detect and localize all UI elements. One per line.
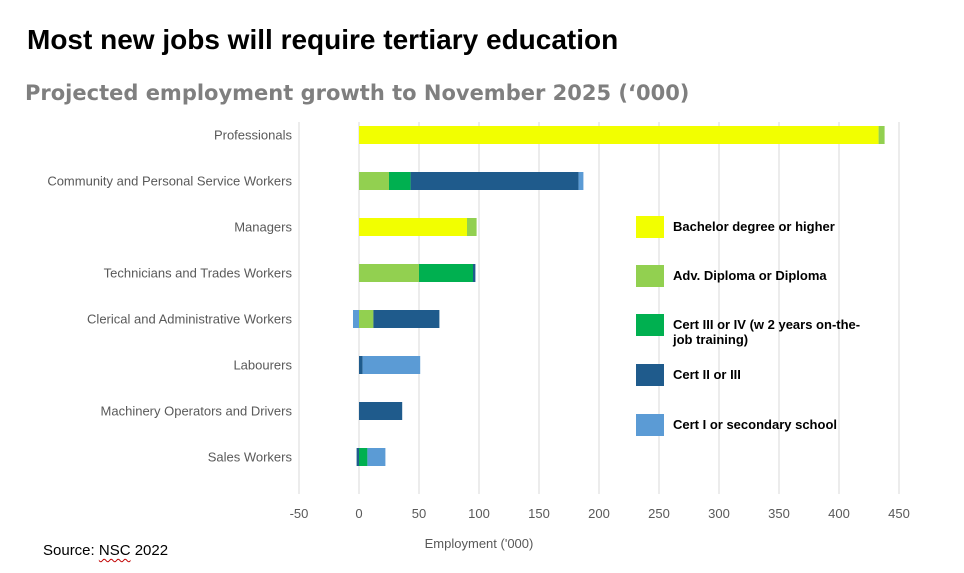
legend-swatch-cert-i <box>636 414 664 436</box>
x-tick-label: 250 <box>648 506 670 521</box>
legend-item-cert-i: Cert I or secondary school <box>636 414 863 436</box>
source-prefix: Source: <box>43 542 99 559</box>
bar-segment <box>367 448 386 466</box>
x-tick-label: 300 <box>708 506 730 521</box>
bar-segment <box>578 172 584 190</box>
source-org: NSC <box>98 542 131 559</box>
chart-title: Most new jobs will require tertiary educ… <box>27 24 619 55</box>
legend-item-diploma: Adv. Diploma or Diploma <box>636 265 863 287</box>
x-tick-label: 200 <box>588 506 610 521</box>
bar-segment <box>356 448 359 466</box>
category-label: Machinery Operators and Drivers <box>101 404 293 419</box>
bar-segment <box>467 218 477 236</box>
bar-segment <box>878 126 885 144</box>
category-label: Technicians and Trades Workers <box>104 266 293 281</box>
bar-segment <box>359 310 374 328</box>
bar-segment <box>373 310 440 328</box>
chart-subtitle: Projected employment growth to November … <box>25 81 690 105</box>
legend-label-diploma: Adv. Diploma or Diploma <box>673 268 827 283</box>
bar-segment <box>359 264 419 282</box>
bar-segment <box>359 172 389 190</box>
legend-item-cert-iii-iv: Cert III or IV (w 2 years on-the-job tra… <box>636 314 863 347</box>
x-tick-label: 400 <box>828 506 850 521</box>
bar-segment <box>359 126 879 144</box>
x-tick-label: 50 <box>412 506 426 521</box>
legend-swatch-cert-ii-iii <box>636 364 664 386</box>
x-tick-label: 0 <box>355 506 362 521</box>
bar-segment <box>353 310 359 328</box>
category-label: Professionals <box>214 128 293 143</box>
x-axis-title: Employment ('000) <box>425 536 534 551</box>
source-note: Source: NSC 2022 <box>43 542 168 559</box>
legend-swatch-diploma <box>636 265 664 287</box>
bar-segment <box>389 172 411 190</box>
bar-segment <box>362 356 421 374</box>
x-tick-label: 150 <box>528 506 550 521</box>
category-label: Managers <box>234 220 292 235</box>
legend-label-cert-ii-iii: Cert II or III <box>673 367 741 382</box>
legend-swatch-cert-iii-iv <box>636 314 664 336</box>
legend-swatch-bachelor <box>636 216 664 238</box>
category-label: Sales Workers <box>208 450 293 465</box>
x-tick-label: -50 <box>290 506 309 521</box>
source-year: 2022 <box>130 542 169 559</box>
legend-label-bachelor: Bachelor degree or higher <box>673 219 835 234</box>
legend-item-bachelor: Bachelor degree or higher <box>636 216 863 238</box>
category-label: Community and Personal Service Workers <box>47 174 292 189</box>
x-tick-label: 350 <box>768 506 790 521</box>
bar-segment <box>359 448 368 466</box>
bar-segment <box>359 218 467 236</box>
x-tick-label: 450 <box>888 506 910 521</box>
legend-label-cert-i: Cert I or secondary school <box>673 417 837 432</box>
x-tick-label: 100 <box>468 506 490 521</box>
legend-label-cert-iii-iv: Cert III or IV (w 2 years on-the-job tra… <box>673 317 861 347</box>
bar-segment <box>359 356 363 374</box>
legend-item-cert-ii-iii: Cert II or III <box>636 364 863 386</box>
bar-segment <box>359 402 403 420</box>
bar-segment <box>410 172 579 190</box>
bar-segment <box>473 264 476 282</box>
category-label: Clerical and Administrative Workers <box>87 312 292 327</box>
category-label: Labourers <box>233 358 292 373</box>
bar-segment <box>419 264 473 282</box>
